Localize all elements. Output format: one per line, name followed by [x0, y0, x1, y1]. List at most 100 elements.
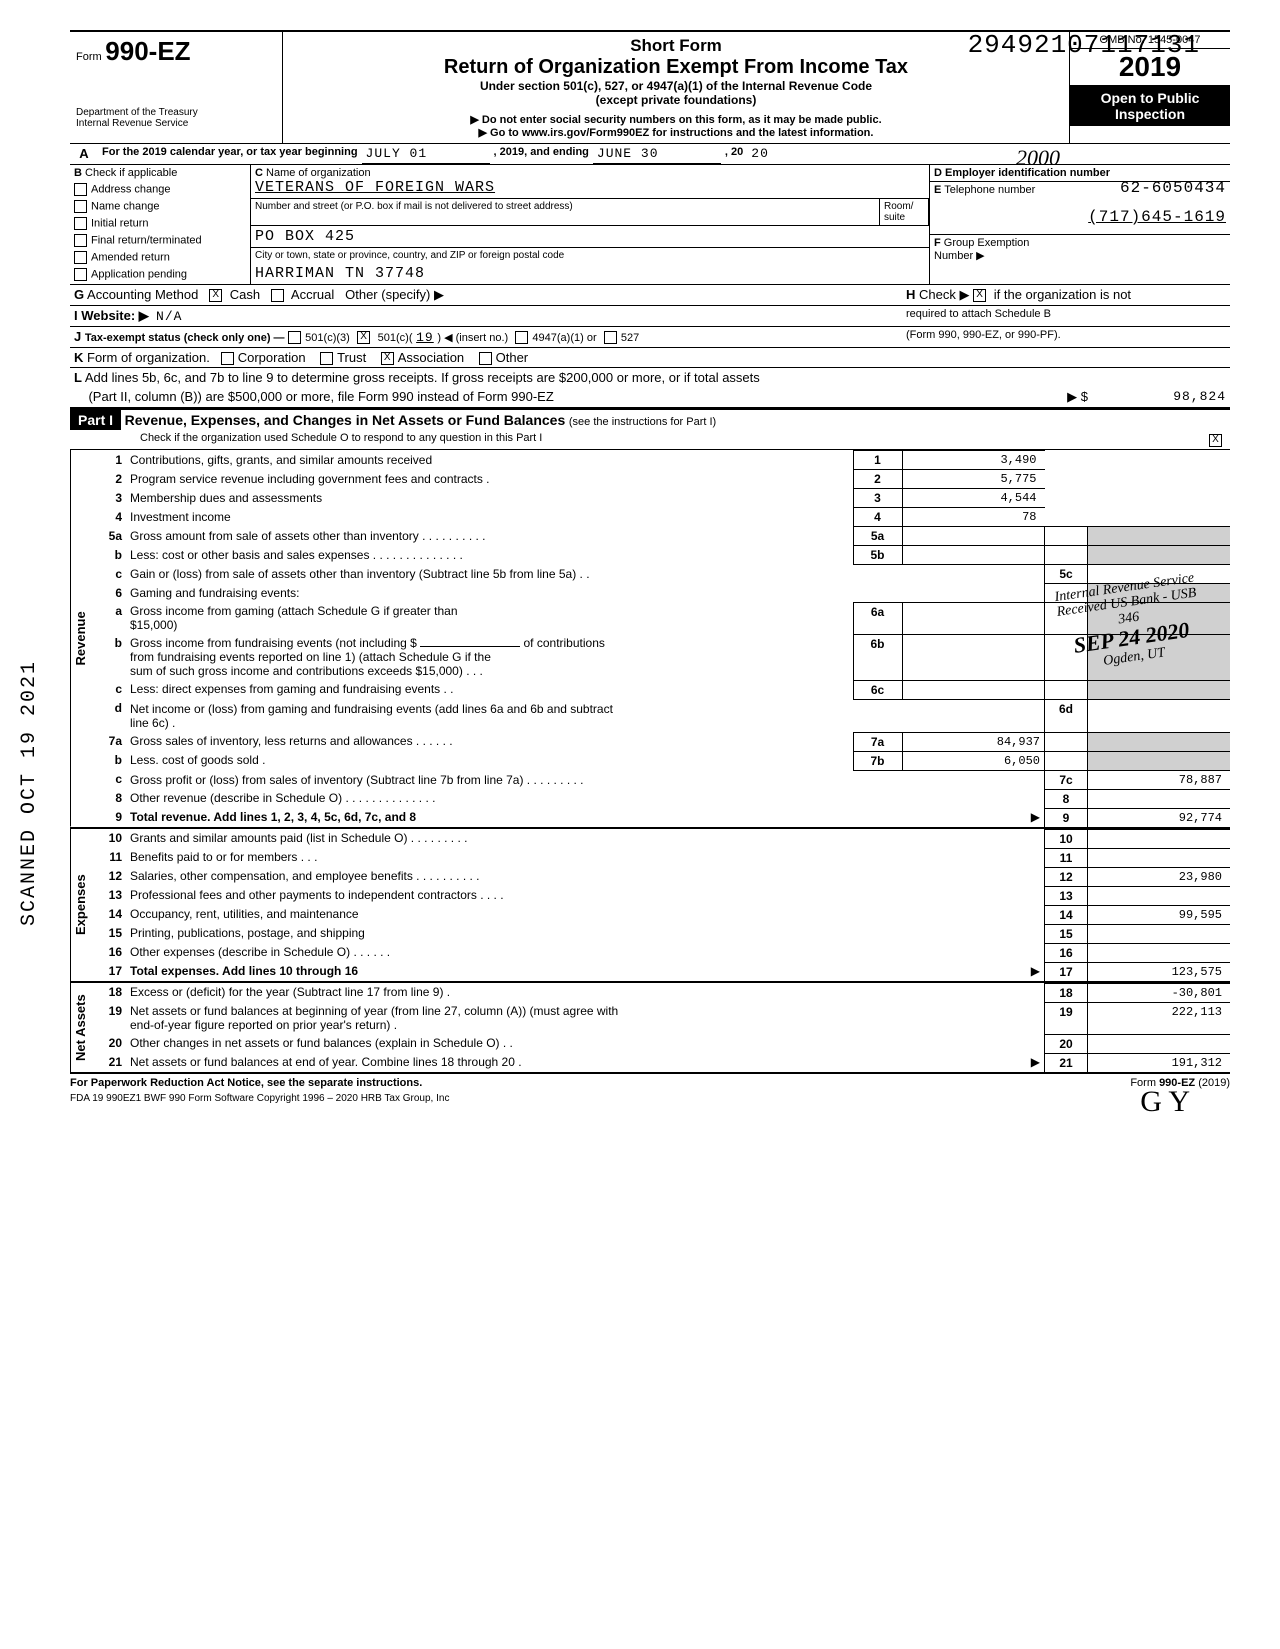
check-name-label: Name change [91, 200, 160, 212]
check-cash[interactable]: X [209, 289, 222, 302]
l20-val [1088, 1034, 1231, 1053]
l7a-text: Gross sales of inventory, less returns a… [126, 732, 853, 751]
org-name[interactable]: VETERANS OF FOREIGN WARS [255, 179, 495, 196]
opt-501c-pre: 501(c)( [378, 332, 413, 344]
check-501c3[interactable] [288, 331, 301, 344]
line-l-text2: (Part II, column (B)) are $500,000 or mo… [88, 389, 553, 404]
l1-num: 1 [90, 451, 126, 470]
check-accrual[interactable] [271, 289, 284, 302]
opt-trust: Trust [337, 350, 366, 365]
part1-header: Part I Revenue, Expenses, and Changes in… [70, 408, 1230, 450]
l12-text: Salaries, other compensation, and employ… [126, 867, 1045, 886]
l10-text: Grants and similar amounts paid (list in… [126, 829, 1045, 848]
l11-text: Benefits paid to or for members . . . [126, 848, 1045, 867]
l8-num: 8 [90, 789, 126, 808]
l15-box: 15 [1045, 924, 1088, 943]
l15-text: Printing, publications, postage, and shi… [126, 924, 1045, 943]
l9-num: 9 [90, 808, 126, 827]
l17-arrow: ▶ [1031, 964, 1040, 978]
check-trust[interactable] [320, 352, 333, 365]
check-4947[interactable] [515, 331, 528, 344]
l6b-text3: sum of such gross income and contributio… [130, 664, 483, 678]
check-501c[interactable]: X [357, 331, 370, 344]
check-assoc[interactable]: X [381, 352, 394, 365]
line-a-mid: , 2019, and ending [490, 144, 593, 164]
check-h[interactable]: X [973, 289, 986, 302]
l9-box: 9 [1045, 808, 1088, 827]
line-6d: dNet income or (loss) from gaming and fu… [90, 699, 1230, 732]
check-amended[interactable]: Amended return [70, 249, 250, 266]
line-l-arrow: ▶ $ [1063, 387, 1092, 407]
line-l-2: L (Part II, column (B)) are $500,000 or … [70, 387, 1230, 408]
check-address[interactable]: Address change [70, 181, 250, 198]
line-8: 8Other revenue (describe in Schedule O) … [90, 789, 1230, 808]
opt-cash: Cash [230, 287, 260, 302]
website-value[interactable]: N/A [156, 309, 182, 324]
line-2: 2Program service revenue including gover… [90, 470, 1230, 489]
line-h-rest: if the organization is not [994, 287, 1131, 302]
part1-checkline: Check if the organization used Schedule … [70, 430, 1205, 449]
label-j: J [74, 329, 81, 344]
line-g-text: Accounting Method [87, 287, 198, 302]
line-3: 3Membership dues and assessments34,544 [90, 489, 1230, 508]
netassets-table: 18Excess or (deficit) for the year (Subt… [90, 983, 1230, 1072]
line-i: I Website: ▶ N/A required to attach Sche… [70, 306, 1230, 327]
l15-val [1088, 924, 1231, 943]
l18-num: 18 [90, 983, 126, 1002]
l5a-shade2 [1088, 527, 1231, 546]
line-l-text1: Add lines 5b, 6c, and 7b to line 9 to de… [85, 370, 760, 385]
line-15: 15Printing, publications, postage, and s… [90, 924, 1230, 943]
expenses-table: 10Grants and similar amounts paid (list … [90, 829, 1230, 981]
l4-box: 4 [853, 508, 902, 527]
check-pending[interactable]: Application pending [70, 266, 250, 283]
line-4: 4Investment income478 [90, 508, 1230, 527]
check-527[interactable] [604, 331, 617, 344]
l10-num: 10 [90, 829, 126, 848]
footer: For Paperwork Reduction Act Notice, see … [70, 1072, 1230, 1089]
year-begin[interactable]: JULY 01 [362, 144, 490, 164]
check-name[interactable]: Name change [70, 198, 250, 215]
l6a-mv [902, 602, 1045, 634]
l8-box: 8 [1045, 789, 1088, 808]
year-end[interactable]: JUNE 30 [593, 144, 721, 164]
l6b-mv [902, 634, 1045, 680]
entity-block: B Check if applicable Address change Nam… [70, 165, 1230, 285]
l1-text: Contributions, gifts, grants, and simila… [126, 451, 853, 470]
opt-501c-num[interactable]: 19 [416, 330, 434, 345]
phone-value[interactable]: (717)645-1619 [1088, 208, 1226, 226]
l9-val: 92,774 [1088, 808, 1231, 827]
l5c-text: Gain or (loss) from sale of assets other… [126, 565, 1045, 584]
l7b-text: Less. cost of goods sold . [126, 751, 853, 770]
l19-box: 19 [1045, 1002, 1088, 1034]
part1-label: Part I [70, 410, 121, 430]
l9-text: Total revenue. Add lines 1, 2, 3, 4, 5c,… [130, 810, 416, 824]
l20-box: 20 [1045, 1034, 1088, 1053]
check-final[interactable]: Final return/terminated [70, 232, 250, 249]
line-6c: cLess: direct expenses from gaming and f… [90, 680, 1230, 699]
city-value[interactable]: HARRIMAN TN 37748 [251, 263, 929, 284]
ein-value[interactable]: 62-6050434 [1120, 179, 1226, 197]
l5a-num: 5a [90, 527, 126, 546]
box-f-heading: Group Exemption [944, 237, 1030, 249]
year-end-yy[interactable]: 20 [747, 144, 773, 164]
label-d: D [934, 167, 942, 179]
l16-num: 16 [90, 943, 126, 962]
l5c-num: c [90, 565, 126, 584]
label-a: A [70, 144, 98, 164]
l17-text: Total expenses. Add lines 10 through 16 [130, 964, 358, 978]
l6c-mv [902, 680, 1045, 699]
label-h: H [906, 287, 915, 302]
part1-title: Revenue, Expenses, and Changes in Net As… [125, 412, 566, 428]
opt-other: Other (specify) ▶ [345, 287, 444, 302]
check-corp[interactable] [221, 352, 234, 365]
line-7c: cGross profit or (loss) from sales of in… [90, 770, 1230, 789]
l2-box: 2 [853, 470, 902, 489]
check-other[interactable] [479, 352, 492, 365]
street-value[interactable]: PO BOX 425 [251, 226, 929, 248]
check-initial[interactable]: Initial return [70, 215, 250, 232]
dept-line1: Department of the Treasury [76, 107, 276, 118]
l14-val: 99,595 [1088, 905, 1231, 924]
l6d-text2: line 6c) . [130, 716, 175, 730]
check-pending-label: Application pending [91, 268, 187, 280]
part1-check[interactable]: X [1209, 434, 1222, 447]
